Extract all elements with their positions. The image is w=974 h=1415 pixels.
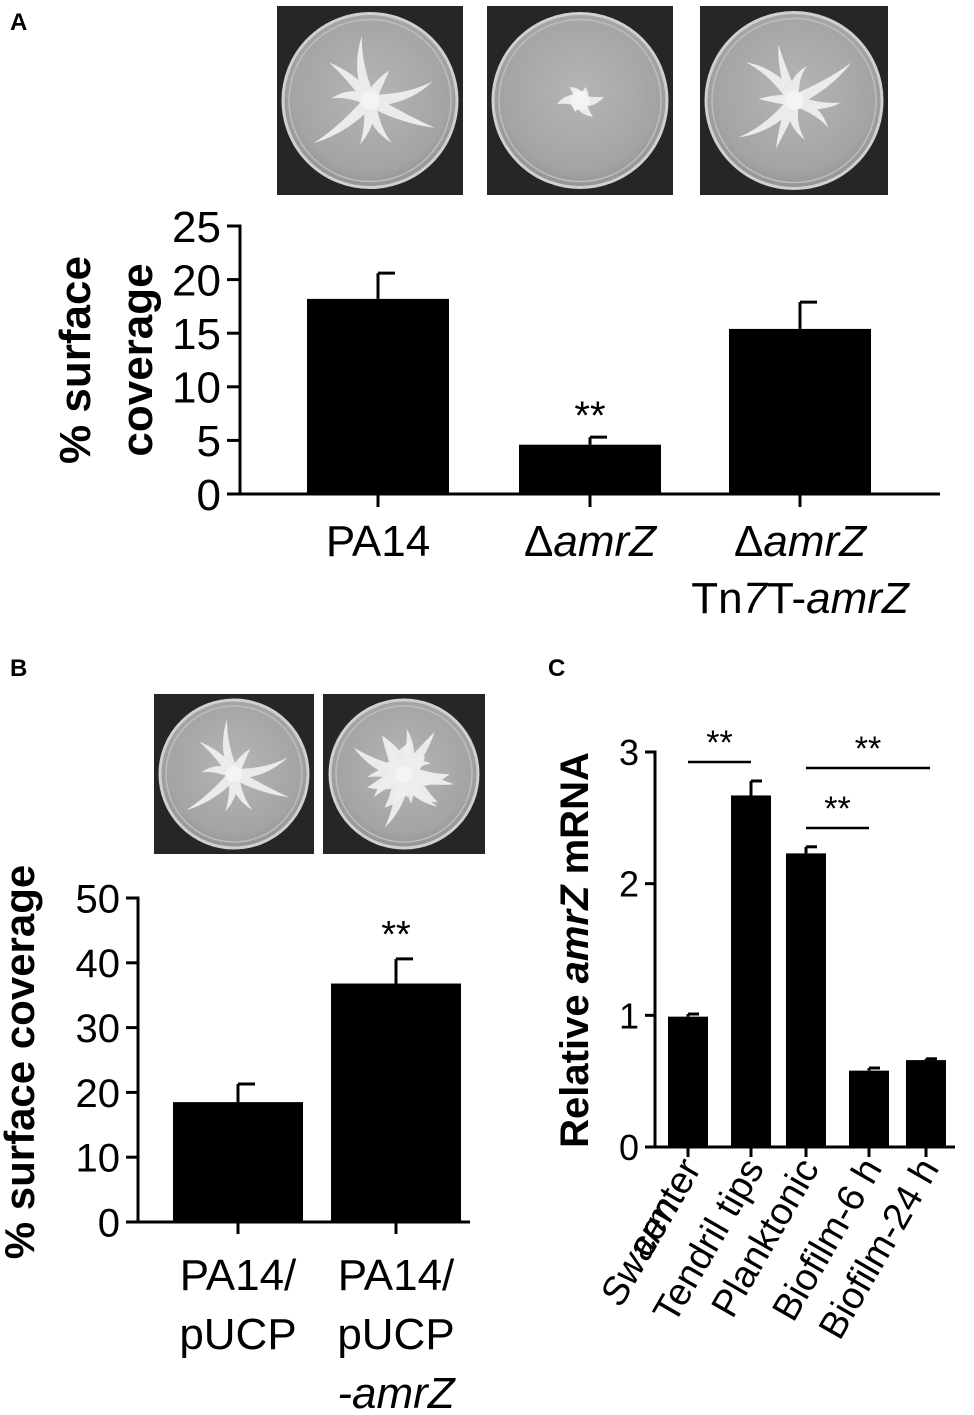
y-tick-label: 0 <box>197 471 221 520</box>
y-tick-label: 40 <box>76 942 121 986</box>
comparison-label: ** <box>824 790 850 828</box>
y-tick-label: 30 <box>76 1007 121 1051</box>
swarm-colony <box>185 719 289 812</box>
x-category-label: PA14 <box>326 517 430 566</box>
petri-dish-rim <box>335 705 473 843</box>
bar <box>786 853 826 1147</box>
panel-label: A <box>10 9 27 36</box>
comparison-label: ** <box>706 724 732 762</box>
petri-dish-rim <box>165 705 303 843</box>
bar <box>668 1016 708 1147</box>
petri-dish-rim <box>498 18 662 183</box>
y-tick-label: 50 <box>76 877 121 921</box>
y-tick-label: 0 <box>98 1201 120 1245</box>
significance-label: ** <box>381 914 411 956</box>
panel-label: B <box>10 655 27 682</box>
panel-label: C <box>548 655 565 682</box>
plate-photo <box>323 694 485 854</box>
bar <box>173 1102 303 1222</box>
significance-label: ** <box>574 394 605 438</box>
x-category-label: PA14/ <box>338 1251 455 1300</box>
plate-photo <box>700 6 888 195</box>
x-category-label: pUCP <box>179 1310 296 1359</box>
inoculation-point <box>784 90 804 111</box>
chart-panel-b: 0 10 20 30 40 50 ** % surface coverage PA14/pUCP… <box>0 694 485 1415</box>
plate-photo <box>154 694 314 854</box>
y-tick-label: 20 <box>172 256 221 305</box>
inoculation-point <box>570 90 590 111</box>
plate-photo <box>277 6 463 195</box>
y-tick-label: 10 <box>172 364 221 413</box>
petri-dish-rim <box>711 17 877 184</box>
x-category-label: ΔamrZ <box>734 517 868 566</box>
bar <box>849 1070 889 1147</box>
y-tick-label: 10 <box>76 1137 121 1181</box>
y-tick-label: 20 <box>76 1072 121 1116</box>
y-tick-label: 2 <box>619 864 639 905</box>
bar <box>906 1060 946 1147</box>
y-tick-label: 25 <box>172 203 221 252</box>
y-axis-label: Relative amrZ mRNA <box>553 752 597 1148</box>
y-tick-label: 3 <box>619 732 639 773</box>
x-category-label: ΔamrZ <box>524 517 658 566</box>
panel-labels: A B C <box>10 9 565 682</box>
bar <box>731 795 771 1147</box>
bar <box>331 983 461 1222</box>
x-category-label: pUCP <box>337 1310 454 1359</box>
x-category-label: -amrZ <box>337 1369 456 1415</box>
y-tick-label: 15 <box>172 310 221 359</box>
x-category-label: PA14/ <box>180 1251 297 1300</box>
bar <box>307 298 449 494</box>
plate-photo <box>487 6 673 195</box>
comparison-label: ** <box>855 730 881 768</box>
y-tick-label: 0 <box>619 1127 639 1168</box>
bar <box>519 444 661 494</box>
petri-dish-rim <box>288 18 452 183</box>
y-axis-label: % surface <box>51 256 100 464</box>
bar <box>729 328 871 494</box>
y-axis-label: % surface coverage <box>0 865 43 1260</box>
inoculation-point <box>395 765 413 783</box>
y-tick-label: 5 <box>197 417 221 466</box>
inoculation-point <box>225 765 243 783</box>
y-tick-label: 1 <box>619 995 639 1036</box>
y-axis-label: coverage <box>113 263 162 456</box>
x-category-label: Tn7T-amrZ <box>691 574 911 623</box>
swarm-colony <box>313 35 435 145</box>
inoculation-point <box>360 90 380 111</box>
